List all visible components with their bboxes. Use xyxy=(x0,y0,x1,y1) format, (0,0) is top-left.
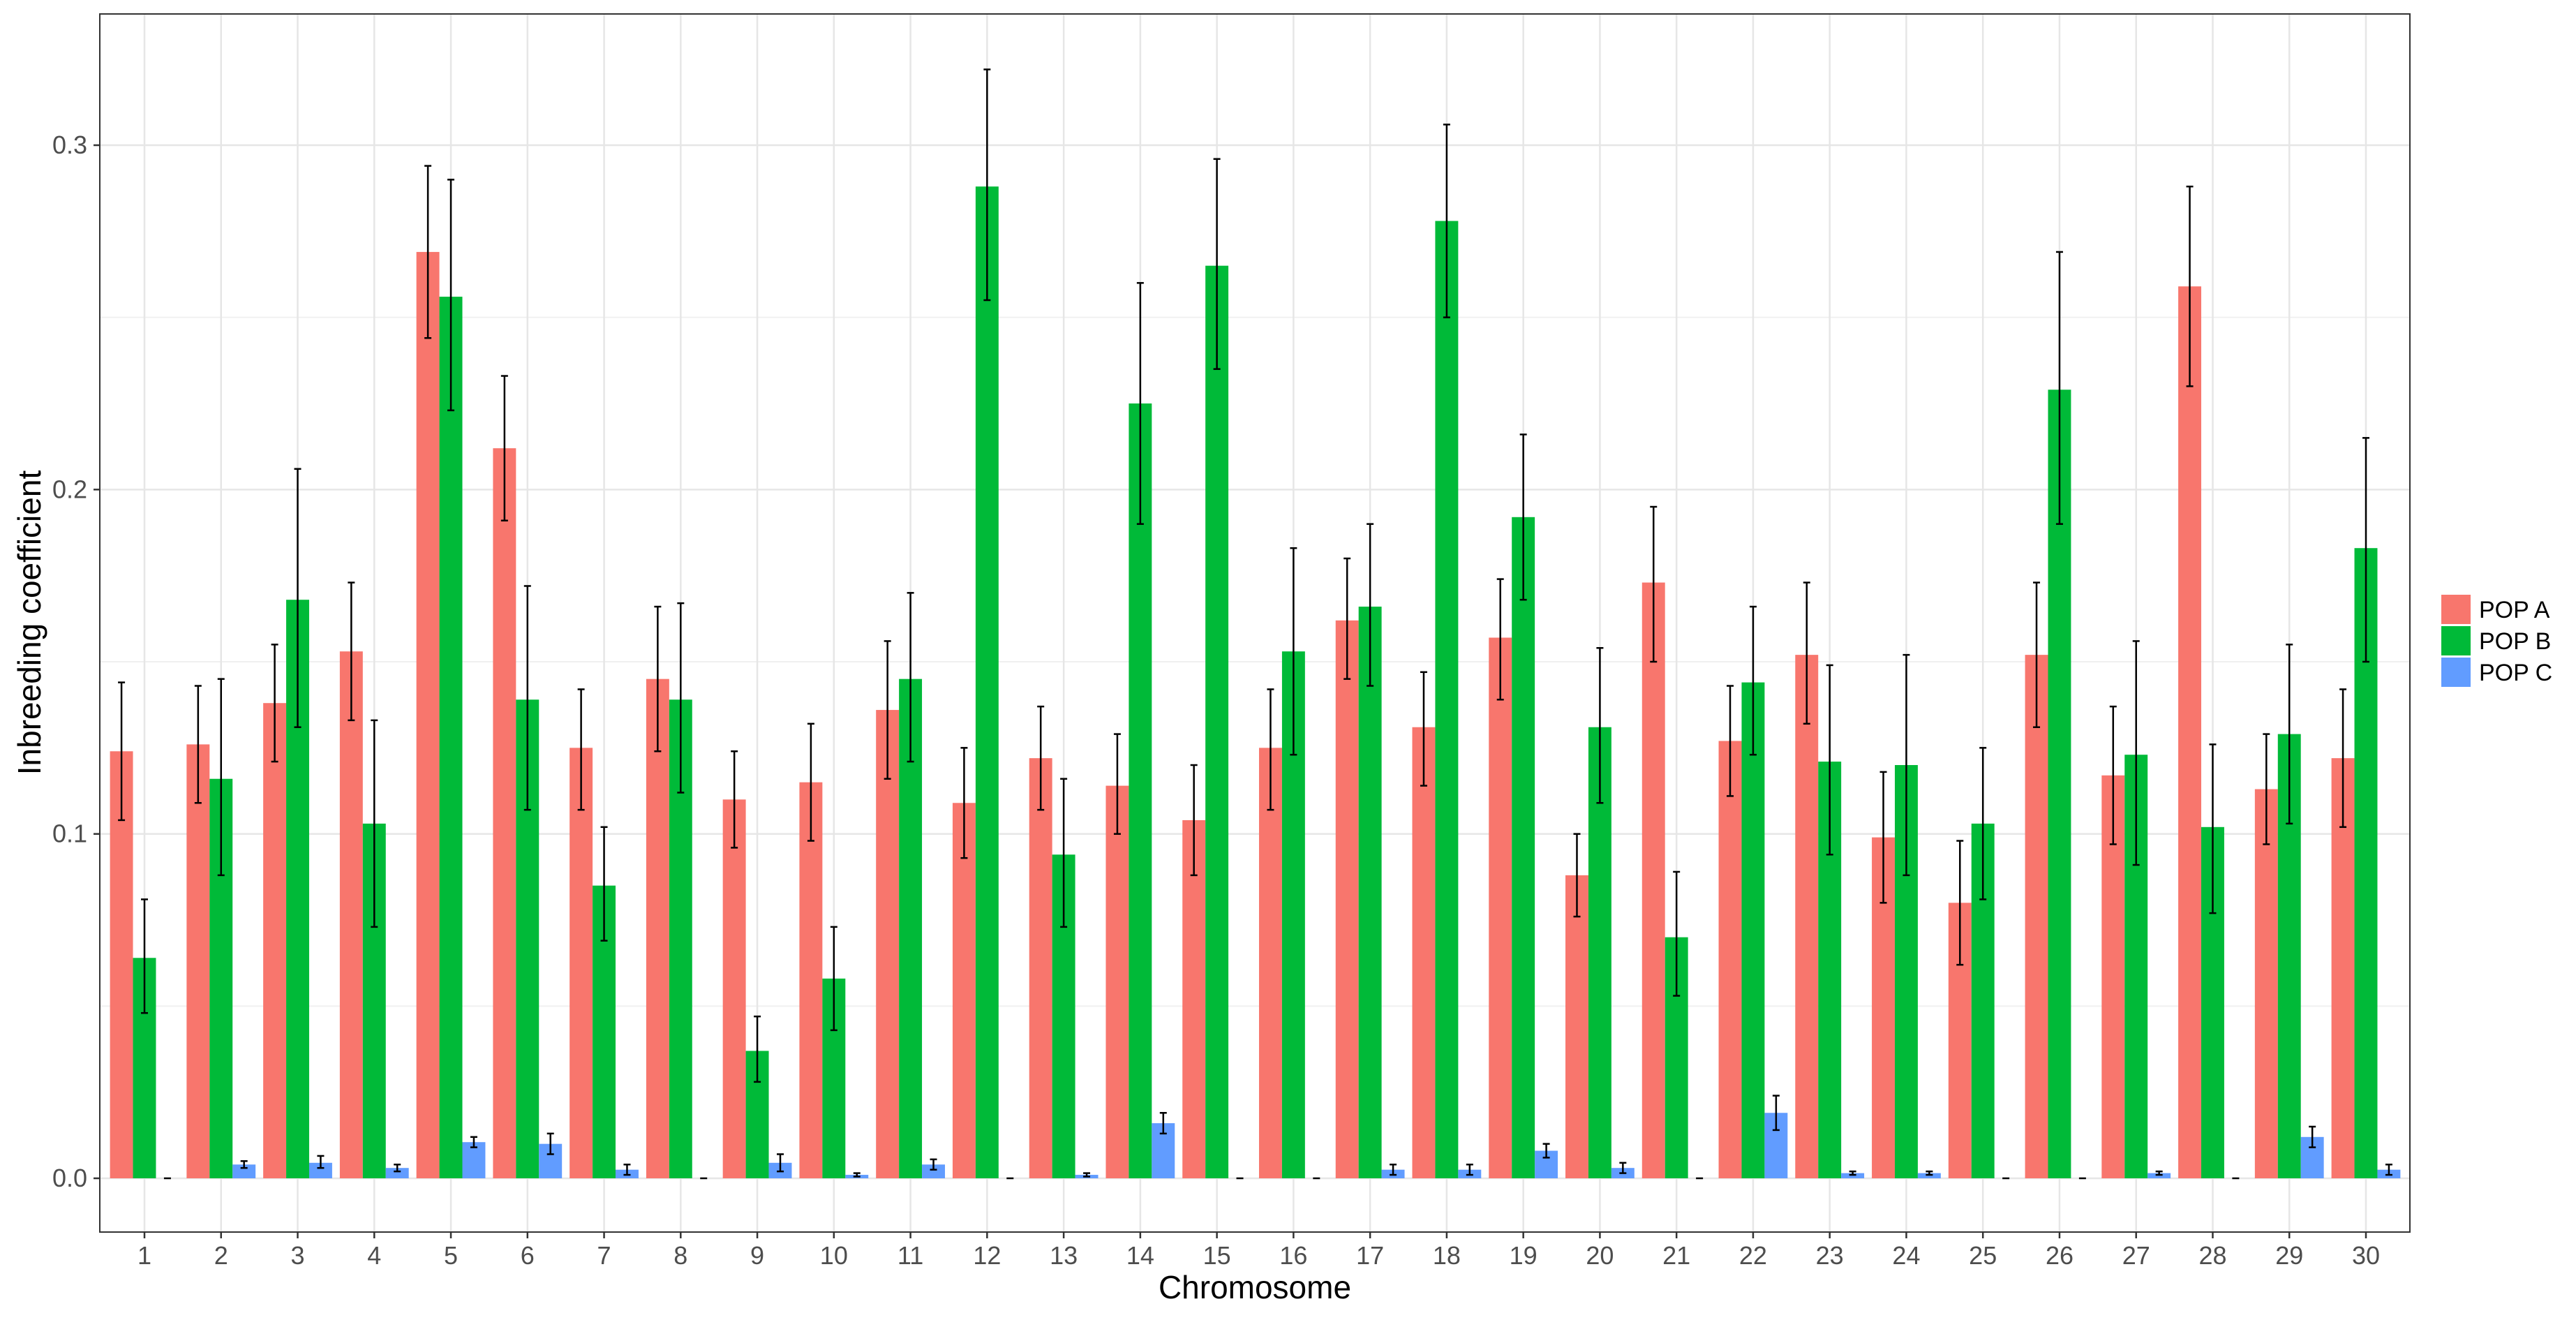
bar xyxy=(1795,655,1819,1178)
bar xyxy=(186,744,210,1178)
bar xyxy=(110,751,133,1178)
bar xyxy=(1358,607,1382,1178)
bar xyxy=(493,448,516,1179)
plot-panel-border xyxy=(99,13,2411,1233)
x-tick-label: 10 xyxy=(820,1241,848,1270)
x-tick-label: 30 xyxy=(2352,1241,2380,1270)
bar xyxy=(1718,741,1742,1178)
bar xyxy=(1489,637,1512,1178)
bar xyxy=(1029,758,1052,1178)
x-tick-label: 4 xyxy=(367,1241,381,1270)
x-tick-label: 5 xyxy=(444,1241,458,1270)
bar xyxy=(1335,620,1359,1178)
x-tick-label: 2 xyxy=(214,1241,228,1270)
legend-swatch xyxy=(2441,595,2471,624)
x-tick-label: 9 xyxy=(750,1241,764,1270)
x-tick-label: 16 xyxy=(1279,1241,1307,1270)
bar xyxy=(416,251,440,1178)
bar xyxy=(2254,789,2278,1178)
bar xyxy=(876,710,900,1178)
x-tick-label: 29 xyxy=(2275,1241,2303,1270)
x-tick-label: 26 xyxy=(2046,1241,2074,1270)
bar xyxy=(308,1162,332,1178)
x-tick-label: 24 xyxy=(1892,1241,1920,1270)
bar xyxy=(1412,727,1436,1178)
bar xyxy=(1641,582,1665,1178)
bars xyxy=(110,186,2401,1179)
bar xyxy=(975,186,999,1179)
x-tick-label: 6 xyxy=(521,1241,535,1270)
x-tick-label: 7 xyxy=(597,1241,611,1270)
x-tick-label: 25 xyxy=(1969,1241,1997,1270)
x-axis: 1 2 3 4 5 6 7 8 9 10 11 12 13 14 15 16 17 18 19 20 21 22 23 24 2… xyxy=(137,1232,2380,1270)
bar xyxy=(1512,517,1535,1178)
x-tick-label: 11 xyxy=(898,1241,923,1270)
y-tick-label: 0.0 xyxy=(52,1164,87,1192)
x-tick-label: 13 xyxy=(1050,1241,1078,1270)
y-axis: 0.0 0.1 0.2 0.3 xyxy=(52,131,100,1192)
bar xyxy=(1182,820,1206,1178)
bar xyxy=(1129,403,1152,1178)
bar xyxy=(2331,758,2355,1178)
bar xyxy=(1741,682,1765,1178)
bar xyxy=(1565,875,1588,1178)
y-axis-title: Inbreeding coefficient xyxy=(11,470,47,776)
x-tick-label: 8 xyxy=(673,1241,687,1270)
x-tick-label: 14 xyxy=(1126,1241,1154,1270)
x-tick-label: 20 xyxy=(1586,1241,1614,1270)
bar xyxy=(922,1164,945,1178)
x-tick-label: 1 xyxy=(137,1241,151,1270)
x-tick-label: 17 xyxy=(1356,1241,1384,1270)
x-axis-title: Chromosome xyxy=(1159,1269,1351,1305)
x-tick-label: 27 xyxy=(2122,1241,2150,1270)
x-tick-label: 19 xyxy=(1510,1241,1538,1270)
legend-label: POP C xyxy=(2479,660,2552,686)
bar xyxy=(439,297,463,1179)
bar xyxy=(263,703,287,1178)
bar xyxy=(646,678,669,1178)
bar xyxy=(952,803,976,1178)
legend-label: POP A xyxy=(2479,597,2550,623)
y-tick-label: 0.3 xyxy=(52,131,87,159)
bar xyxy=(1435,221,1459,1178)
bar xyxy=(1205,265,1229,1179)
legend: POP A POP B POP C xyxy=(2441,595,2552,687)
x-tick-label: 15 xyxy=(1203,1241,1231,1270)
bar xyxy=(2178,286,2202,1179)
bar xyxy=(2025,655,2048,1178)
y-tick-label: 0.2 xyxy=(52,475,87,503)
x-tick-label: 12 xyxy=(973,1241,1001,1270)
error-bars xyxy=(118,68,2392,1180)
x-tick-label: 21 xyxy=(1662,1241,1690,1270)
x-tick-label: 23 xyxy=(1816,1241,1844,1270)
x-tick-label: 3 xyxy=(291,1241,305,1270)
bar xyxy=(722,799,746,1178)
legend-swatch xyxy=(2441,626,2471,655)
y-tick-label: 0.1 xyxy=(52,820,87,848)
legend-swatch xyxy=(2441,658,2471,687)
legend-label: POP B xyxy=(2479,628,2551,655)
bar xyxy=(232,1164,256,1178)
bar xyxy=(339,651,363,1178)
x-tick-label: 28 xyxy=(2198,1241,2226,1270)
bar xyxy=(385,1168,409,1178)
bar xyxy=(799,782,823,1178)
x-tick-label: 22 xyxy=(1739,1241,1767,1270)
bar xyxy=(569,748,593,1178)
x-tick-label: 18 xyxy=(1433,1241,1461,1270)
bar xyxy=(1105,785,1129,1178)
bar xyxy=(1258,748,1282,1178)
